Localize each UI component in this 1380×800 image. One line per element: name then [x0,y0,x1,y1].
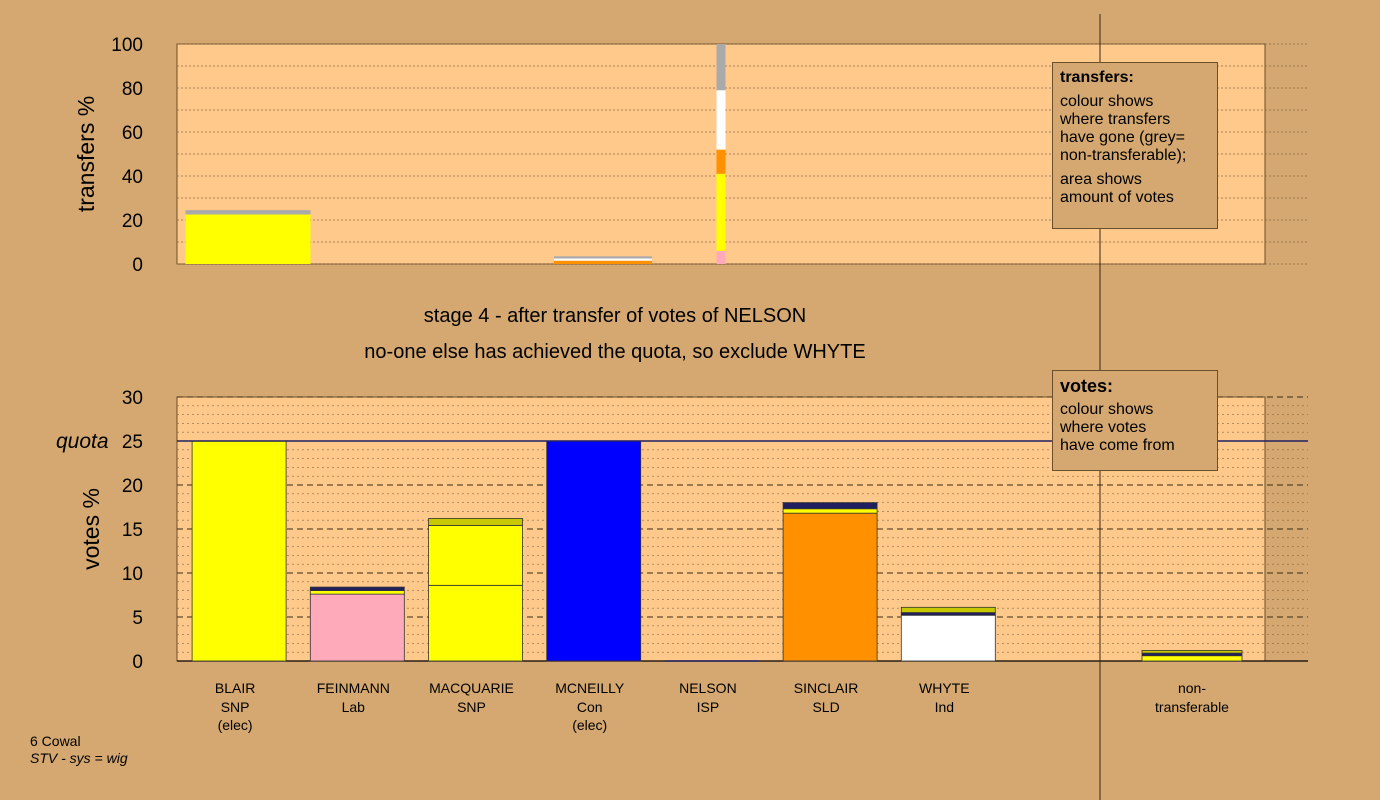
transfer-bar-segment [716,250,726,264]
category-party-label: Lab [342,699,366,715]
votes-tick-label: 15 [122,520,143,541]
vote-bar-segment [782,502,878,510]
category-name-label: MACQUARIE [429,680,514,696]
votes-tick-label: 30 [122,388,143,409]
transfers-axis-label: transfers % [73,96,99,212]
votes-legend: votes: colour shows where votes have com… [1052,370,1218,471]
transfers-legend-line: have gone (grey= [1060,129,1185,146]
category-party-label: SNP [221,699,250,715]
category-name-label: FEINMANN [317,680,390,696]
transfers-tick-label: 20 [122,211,143,232]
votes-tick-label: 20 [122,476,143,497]
transfers-legend-line: colour shows [1060,93,1154,110]
vote-bar-segment [1141,655,1243,662]
category-name-label: MCNEILLY [555,680,625,696]
vote-bar-segment [546,440,642,662]
category-party-label: ISP [697,699,720,715]
quota-label: quota [56,430,109,453]
votes-tick-label: 5 [132,608,143,629]
vote-bar-segment [191,440,287,662]
transfer-bar-segment [185,214,311,264]
votes-legend-line: have come from [1060,437,1175,454]
transfers-legend-line: area shows [1060,171,1142,188]
votes-tick-label: 25 [122,432,143,453]
votes-axis-label: votes % [78,488,104,570]
vote-bar-segment [782,508,878,514]
transfers-legend-line: where transfers [1060,111,1171,128]
category-note-label: (elec) [218,717,253,733]
footer-constituency: 6 Cowal [30,733,81,749]
category-party-label: SLD [812,699,839,715]
category-name-label: SINCLAIR [794,680,859,696]
vote-bar-segment [309,590,405,595]
vote-bar-segment [782,512,878,662]
stage-heading: stage 4 - after transfer of votes of NEL… [423,305,807,327]
transfers-legend-title: transfers: [1060,69,1134,86]
category-party-label: transferable [1155,699,1229,715]
vote-bar-segment [900,614,996,662]
vote-bar-segment [309,593,405,662]
category-name-label: NELSON [679,680,737,696]
footer: 6 Cowal STV - sys = wig [30,733,128,767]
category-name-label: non- [1178,680,1206,696]
transfer-bar-segment [554,256,652,259]
vote-bar-segment [900,606,996,614]
vote-bar-segment [428,525,523,586]
transfers-tick-label: 0 [132,255,143,276]
transfer-bar-segment [716,149,726,174]
transfer-bar-segment [554,260,652,264]
category-note-label: (elec) [572,717,607,733]
votes-legend-line: where votes [1060,419,1147,436]
transfers-tick-label: 40 [122,167,143,188]
votes-tick-label: 0 [132,652,143,673]
category-name-label: BLAIR [215,680,255,696]
transfers-legend-line: amount of votes [1060,189,1174,206]
transfer-bar-segment [716,90,726,150]
vote-bar-segment [1141,650,1243,654]
vote-bar-segment [428,518,523,526]
transfers-legend-line: non-transferable); [1060,147,1187,164]
category-party-label: SNP [457,699,486,715]
transfers-tick-label: 100 [111,35,143,56]
footer-system: STV - sys = wig [30,750,128,766]
transfer-bar-segment [716,173,726,251]
vote-bar-segment [428,584,523,662]
transfers-tick-label: 80 [122,79,143,100]
transfers-tick-label: 60 [122,123,143,144]
category-party-label: Con [577,699,603,715]
transfer-bar-segment [185,210,311,215]
votes-tick-label: 10 [122,564,143,585]
votes-legend-line: colour shows [1060,401,1154,418]
transfers-legend: transfers: colour shows where transfers … [1052,62,1218,229]
category-name-label: WHYTE [919,680,970,696]
transfer-bar-segment [554,258,652,261]
category-party-label: Ind [935,699,954,715]
vote-bar-segment [309,586,405,592]
votes-legend-title: votes: [1060,376,1114,396]
transfer-bar-segment [716,44,726,91]
action-heading: no-one else has achieved the quota, so e… [364,341,866,363]
